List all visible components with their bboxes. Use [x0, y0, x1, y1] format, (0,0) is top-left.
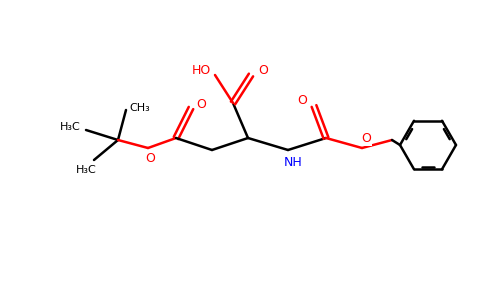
Text: O: O	[258, 64, 268, 76]
Text: HO: HO	[191, 64, 211, 76]
Text: O: O	[361, 131, 371, 145]
Text: O: O	[145, 152, 155, 164]
Text: H₃C: H₃C	[76, 165, 96, 175]
Text: NH: NH	[284, 155, 302, 169]
Text: CH₃: CH₃	[130, 103, 151, 113]
Text: O: O	[297, 94, 307, 107]
Text: H₃C: H₃C	[60, 122, 80, 132]
Text: O: O	[196, 98, 206, 112]
